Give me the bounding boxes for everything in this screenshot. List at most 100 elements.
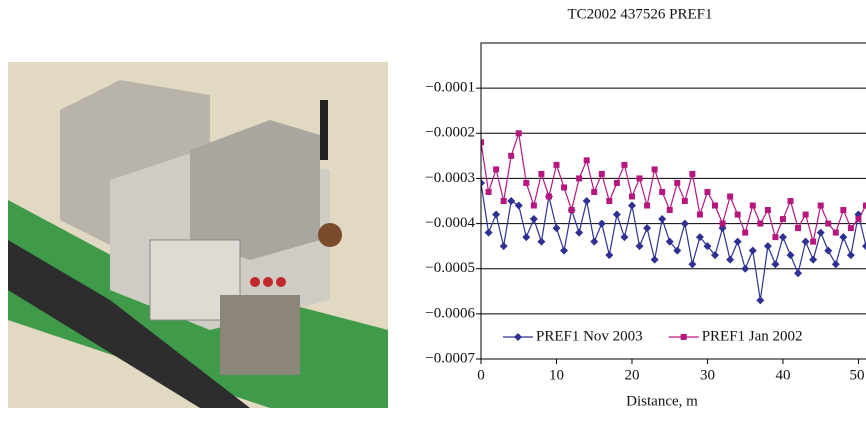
marker-square — [674, 179, 681, 186]
marker-square — [795, 225, 802, 232]
marker-square — [749, 202, 756, 209]
marker-square — [591, 188, 598, 195]
rail — [8, 240, 250, 408]
marker-square — [712, 202, 719, 209]
marker-square — [825, 220, 832, 227]
x-tick-label: 10 — [549, 367, 564, 383]
marker-square — [613, 179, 620, 186]
marker-diamond — [824, 246, 833, 255]
marker-diamond — [673, 246, 682, 255]
legend-label: PREF1 Jan 2002 — [702, 328, 803, 344]
x-axis-label: Distance, m — [626, 393, 698, 409]
marker-square — [621, 161, 628, 168]
marker-square — [832, 229, 839, 236]
marker-square — [659, 188, 666, 195]
marker-square — [598, 170, 605, 177]
marker-diamond — [560, 246, 569, 255]
marker-square — [863, 202, 866, 209]
marker-square — [568, 207, 575, 214]
axes: −0.0001 −0.0002 −0.0003 −0.0004 −0.0005 −0.00… — [425, 80, 864, 384]
marker-square — [810, 238, 817, 245]
marker-square — [523, 179, 530, 186]
marker-diamond — [778, 233, 787, 242]
marker-diamond — [582, 197, 591, 205]
marker-diamond — [763, 242, 772, 251]
sphere — [318, 223, 342, 247]
x-tick-label: 0 — [477, 367, 485, 383]
marker-square — [689, 170, 696, 177]
marker-square — [481, 139, 484, 146]
marker-square — [583, 157, 590, 164]
marker-diamond — [831, 260, 840, 269]
marker-square — [538, 170, 545, 177]
marker-square — [757, 220, 764, 227]
marker-square — [847, 225, 854, 232]
marker-square — [485, 188, 492, 195]
series-line — [481, 133, 866, 242]
marker-diamond — [741, 264, 750, 273]
y-tick-label: −0.0004 — [425, 215, 475, 231]
button — [276, 277, 286, 287]
marker-diamond — [529, 215, 538, 224]
marker-square — [628, 193, 635, 200]
marker-square — [508, 152, 515, 159]
marker-diamond — [846, 251, 855, 260]
marker-square — [666, 207, 673, 214]
legend: PREF1 Nov 2003 PREF1 Jan 2002 — [503, 328, 803, 344]
marker-diamond — [499, 242, 508, 251]
y-tick-label: −0.0005 — [425, 260, 475, 276]
marker-square — [545, 193, 552, 200]
marker-diamond — [590, 237, 599, 246]
marker-diamond — [726, 255, 735, 264]
x-tick-label: 50 — [850, 367, 865, 383]
plot-area — [481, 130, 866, 305]
chart-title: TC2002 437526 PREF1 — [567, 6, 712, 22]
marker-square — [644, 202, 651, 209]
marker-diamond — [627, 201, 636, 210]
marker-diamond — [711, 251, 720, 260]
button — [250, 277, 260, 287]
marker-diamond — [756, 296, 765, 305]
marker-square — [651, 166, 658, 173]
marker-square — [636, 175, 643, 182]
y-tick-label: −0.0007 — [425, 350, 475, 366]
marker-square — [772, 234, 779, 241]
marker-diamond — [552, 224, 561, 233]
marker-diamond — [695, 233, 704, 242]
marker-diamond — [733, 237, 742, 246]
marker-diamond — [801, 237, 810, 246]
marker-square — [817, 202, 824, 209]
x-tick-label: 20 — [624, 367, 639, 383]
marker-diamond — [484, 228, 493, 237]
photo — [8, 62, 388, 408]
marker-diamond — [680, 219, 689, 228]
marker-square — [561, 184, 568, 191]
marker-diamond — [522, 233, 531, 242]
marker-diamond — [492, 210, 501, 219]
marker-diamond — [514, 333, 522, 341]
marker-square — [696, 211, 703, 218]
marker-square — [719, 220, 726, 227]
marker-diamond — [703, 242, 712, 251]
marker-diamond — [816, 228, 825, 237]
marker-diamond — [665, 237, 674, 246]
marker-square — [530, 202, 537, 209]
plot-frame — [480, 42, 866, 360]
y-tick-label: −0.0006 — [425, 305, 475, 321]
marker-square — [855, 216, 862, 223]
marker-diamond — [794, 269, 803, 278]
marker-diamond — [771, 260, 780, 269]
marker-diamond — [620, 233, 629, 242]
marker-square — [840, 207, 847, 214]
machine-head — [190, 120, 320, 260]
button — [263, 277, 273, 287]
marker-diamond — [507, 197, 516, 205]
marker-square — [553, 161, 560, 168]
marker-diamond — [688, 260, 697, 269]
marker-square — [500, 198, 507, 204]
marker-diamond — [605, 251, 614, 260]
marker-square — [764, 207, 771, 214]
y-tick-label: −0.0001 — [425, 80, 475, 96]
